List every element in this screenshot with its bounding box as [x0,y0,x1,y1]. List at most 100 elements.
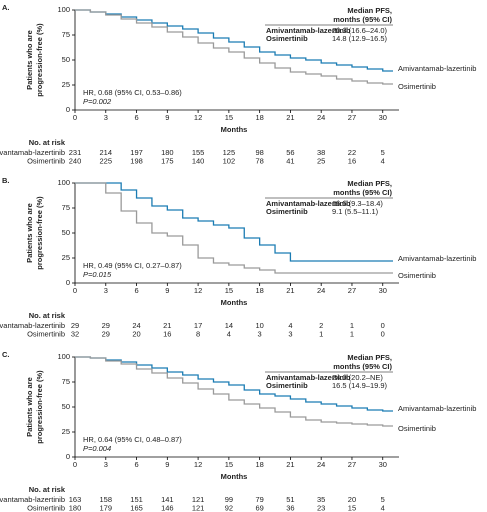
legend-median: 20.3 (16.6–24.0) [332,26,388,35]
legend-name: Osimertinib [266,207,308,216]
series-end-label: Amivantamab-lazertinib [398,254,476,263]
risk-count: 98 [255,148,263,157]
x-tick-label: 30 [379,286,387,295]
y-tick-label: 0 [66,452,70,461]
y-tick-label: 25 [62,253,70,262]
risk-count: 1 [350,329,354,338]
risk-count: 8 [196,329,200,338]
x-tick-label: 18 [255,460,263,469]
x-tick-label: 18 [255,113,263,122]
x-tick-label: 12 [194,113,202,122]
risk-name: Osimertinib [27,329,65,338]
y-tick-label: 100 [57,352,70,361]
risk-count: 36 [286,503,294,512]
risk-title: No. at risk [29,311,66,320]
risk-count: 165 [130,503,143,512]
risk-count: 20 [348,495,356,504]
series-end-label: Osimertinib [398,424,436,433]
x-tick-label: 0 [73,460,77,469]
risk-count: 23 [317,503,325,512]
risk-count: 69 [255,503,263,512]
y-axis-label: Patients who are [25,377,34,437]
x-tick-label: 3 [104,460,108,469]
risk-count: 25 [317,156,325,165]
annotation: HR, 0.64 (95% CI, 0.48–0.87) [83,435,182,444]
x-tick-label: 3 [104,286,108,295]
risk-title: No. at risk [29,485,66,494]
risk-count: 24 [132,321,140,330]
risk-count: 0 [381,329,385,338]
risk-name: Amivantamab-lazertinib [0,495,65,504]
series-end-label: Osimertinib [398,271,436,280]
survival-curve [75,356,393,412]
legend-name: Amivantamab-lazertinib [266,373,351,382]
risk-count: 240 [69,156,82,165]
y-tick-label: 100 [57,178,70,187]
risk-name: Amivantamab-lazertinib [0,148,65,157]
legend-median: 24.0 (20.2–NE) [332,373,383,382]
legend-title: months (95% CI) [333,362,392,371]
annotation: P=0.004 [83,444,111,453]
survival-curve [75,9,393,72]
y-tick-label: 50 [62,55,70,64]
risk-count: 92 [225,503,233,512]
x-tick-label: 6 [134,113,138,122]
legend-median: 14.8 (12.9–16.5) [332,34,388,43]
x-tick-label: 3 [104,113,108,122]
x-tick-label: 24 [317,460,325,469]
risk-count: 121 [192,495,205,504]
survival-curve [75,9,393,85]
risk-count: 22 [348,148,356,157]
risk-name: Amivantamab-lazertinib [0,321,65,330]
legend-median: 16.5 (9.3–18.4) [332,199,383,208]
x-axis-label: Months [221,125,248,134]
y-tick-label: 50 [62,402,70,411]
risk-count: 3 [288,329,292,338]
risk-name: Osimertinib [27,156,65,165]
x-tick-label: 21 [286,460,294,469]
y-axis-label: progression-free (%) [35,23,44,97]
series-end-label: Amivantamab-lazertinib [398,64,476,73]
survival-curve [75,182,393,274]
y-tick-label: 25 [62,80,70,89]
risk-count: 10 [255,321,263,330]
risk-count: 4 [227,329,231,338]
x-tick-label: 24 [317,286,325,295]
x-tick-label: 15 [225,113,233,122]
risk-count: 21 [163,321,171,330]
legend-title: months (95% CI) [333,188,392,197]
x-tick-label: 30 [379,460,387,469]
x-tick-label: 27 [348,286,356,295]
x-tick-label: 0 [73,286,77,295]
x-tick-label: 15 [225,460,233,469]
y-tick-label: 75 [62,203,70,212]
legend-title: Median PFS, [347,179,392,188]
y-tick-label: 0 [66,105,70,114]
x-tick-label: 6 [134,460,138,469]
legend-median: 9.1 (5.5–11.1) [332,207,379,216]
risk-count: 38 [317,148,325,157]
risk-count: 51 [286,495,294,504]
series-end-label: Amivantamab-lazertinib [398,404,476,413]
annotation: P=0.015 [83,270,112,279]
risk-count: 4 [381,156,385,165]
risk-count: 29 [71,321,79,330]
risk-count: 151 [130,495,143,504]
risk-count: 14 [225,321,233,330]
risk-count: 1 [319,329,323,338]
risk-count: 197 [130,148,143,157]
risk-count: 102 [223,156,236,165]
y-axis-label: progression-free (%) [35,370,44,444]
risk-count: 56 [286,148,294,157]
x-tick-label: 12 [194,460,202,469]
y-tick-label: 50 [62,228,70,237]
panel-label: B. [2,176,10,185]
y-tick-label: 75 [62,377,70,386]
risk-count: 17 [194,321,202,330]
risk-count: 29 [102,321,110,330]
annotation: HR, 0.68 (95% CI, 0.53–0.86) [83,88,182,97]
x-axis-label: Months [221,298,248,307]
x-tick-label: 6 [134,286,138,295]
risk-count: 20 [132,329,140,338]
